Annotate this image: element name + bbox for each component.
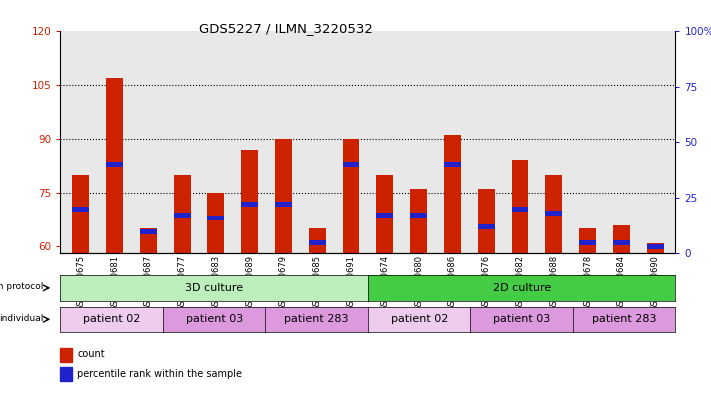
Bar	[545, 175, 562, 253]
Bar	[376, 175, 393, 253]
Text: percentile rank within the sample: percentile rank within the sample	[77, 369, 242, 379]
Bar	[545, 211, 562, 216]
Text: patient 03: patient 03	[186, 314, 243, 324]
Text: patient 03: patient 03	[493, 314, 550, 324]
Bar	[241, 202, 258, 207]
Text: GDS5227 / ILMN_3220532: GDS5227 / ILMN_3220532	[199, 22, 373, 35]
Text: growth protocol: growth protocol	[0, 282, 43, 291]
Bar	[140, 229, 156, 234]
Bar	[140, 228, 156, 253]
Text: 3D culture: 3D culture	[185, 283, 243, 293]
Bar	[478, 224, 495, 229]
Bar	[309, 240, 326, 245]
Text: patient 02: patient 02	[390, 314, 448, 324]
Bar	[613, 225, 630, 253]
Bar	[410, 189, 427, 253]
Bar	[478, 189, 495, 253]
Bar	[343, 139, 360, 253]
Bar	[613, 240, 630, 245]
Bar	[106, 78, 123, 253]
Text: 2D culture: 2D culture	[493, 283, 551, 293]
Bar	[579, 240, 596, 245]
Bar	[208, 193, 225, 253]
Bar	[647, 243, 663, 253]
Bar	[511, 160, 528, 253]
Bar	[275, 139, 292, 253]
Bar	[106, 162, 123, 167]
Text: individual: individual	[0, 314, 43, 323]
Text: patient 283: patient 283	[284, 314, 349, 324]
Bar	[444, 162, 461, 167]
Bar	[60, 367, 72, 381]
Bar	[173, 175, 191, 253]
Bar	[376, 213, 393, 218]
Bar	[410, 213, 427, 218]
Bar	[647, 244, 663, 249]
Bar	[309, 228, 326, 253]
Text: count: count	[77, 349, 105, 360]
Bar	[208, 215, 225, 220]
Bar	[173, 213, 191, 218]
Bar	[241, 150, 258, 253]
Bar	[60, 348, 72, 362]
Bar	[343, 162, 360, 167]
Text: patient 02: patient 02	[83, 314, 140, 324]
Bar	[511, 207, 528, 211]
Bar	[275, 202, 292, 207]
Bar	[73, 175, 89, 253]
Bar	[579, 228, 596, 253]
Bar	[73, 207, 89, 211]
Text: patient 283: patient 283	[592, 314, 656, 324]
Bar	[444, 135, 461, 253]
